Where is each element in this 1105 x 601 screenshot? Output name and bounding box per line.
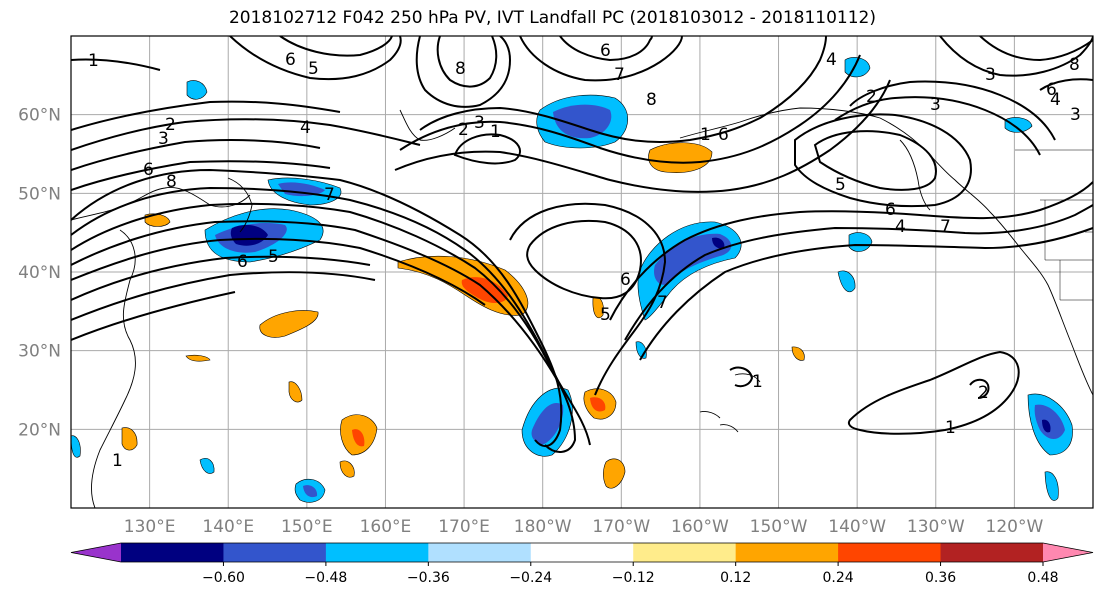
borders xyxy=(1015,149,1093,301)
colorbar-segment xyxy=(428,543,532,562)
colorbar-segment xyxy=(633,543,737,562)
svg-text:2: 2 xyxy=(978,383,989,403)
svg-text:6: 6 xyxy=(285,50,296,70)
svg-text:7: 7 xyxy=(614,65,625,85)
longitude-tick-label: 140°W xyxy=(828,517,886,537)
colorbar: −0.60 −0.48 −0.36 −0.24 −0.12 0.12 0.24 0.36 0.4… xyxy=(70,542,1094,586)
longitude-tick-label: 170°W xyxy=(592,517,650,537)
colorbar-segment xyxy=(735,543,839,562)
svg-text:6: 6 xyxy=(143,160,154,180)
longitude-labels: 130°E 140°E 150°E 160°E 170°E 180°W 170°W 160°W… xyxy=(124,517,1044,537)
svg-text:6: 6 xyxy=(718,125,729,145)
colorbar-tick-label: −0.12 xyxy=(612,570,655,586)
longitude-tick-label: 140°E xyxy=(202,517,254,537)
ivt-shading xyxy=(71,57,1073,503)
latitude-tick-label: 60°N xyxy=(18,106,61,126)
svg-text:4: 4 xyxy=(300,118,311,138)
svg-text:7: 7 xyxy=(940,217,951,237)
colorbar-tick-label: 0.36 xyxy=(925,570,956,586)
longitude-tick-label: 160°E xyxy=(360,517,412,537)
colorbar-tick-label: −0.48 xyxy=(304,570,347,586)
colorbar-segment xyxy=(838,543,942,562)
longitude-tick-label: 160°W xyxy=(671,517,729,537)
svg-text:5: 5 xyxy=(268,247,279,267)
svg-text:6: 6 xyxy=(620,270,631,290)
pv-contours xyxy=(71,36,1093,453)
pv-contour-labels: 1 2 3 6 8 4 7 6 5 6 5 8 2 3 1 6 7 8 1 6 … xyxy=(88,41,1081,471)
latitude-tick-label: 20°N xyxy=(18,420,61,440)
svg-text:2: 2 xyxy=(165,115,176,135)
svg-text:1: 1 xyxy=(112,451,123,471)
svg-text:1: 1 xyxy=(700,125,711,145)
longitude-tick-label: 180°W xyxy=(514,517,572,537)
svg-text:1: 1 xyxy=(490,122,501,142)
longitude-tick-label: 170°E xyxy=(438,517,490,537)
svg-text:3: 3 xyxy=(158,129,169,149)
latitude-labels: 20°N 30°N 40°N 50°N 60°N xyxy=(18,106,61,441)
svg-text:6: 6 xyxy=(885,200,896,220)
svg-text:3: 3 xyxy=(985,65,996,85)
longitude-tick-label: 130°E xyxy=(124,517,176,537)
colorbar-segment xyxy=(940,543,1044,562)
svg-text:4: 4 xyxy=(826,50,837,70)
colorbar-tick-label: −0.60 xyxy=(202,570,245,586)
svg-text:4: 4 xyxy=(895,217,906,237)
svg-text:4: 4 xyxy=(1050,90,1061,110)
colorbar-segment xyxy=(223,543,327,562)
svg-text:5: 5 xyxy=(308,59,319,79)
longitude-tick-label: 120°W xyxy=(986,517,1044,537)
svg-text:8: 8 xyxy=(646,90,657,110)
colorbar-tick-label: 0.48 xyxy=(1027,570,1058,586)
colorbar-tick-label: −0.24 xyxy=(509,570,552,586)
svg-text:6: 6 xyxy=(1046,80,1057,100)
longitude-tick-label: 150°E xyxy=(281,517,333,537)
svg-text:3: 3 xyxy=(1070,105,1081,125)
colorbar-max-extension xyxy=(1043,543,1093,562)
svg-text:8: 8 xyxy=(455,59,466,79)
latitude-tick-label: 40°N xyxy=(18,263,61,283)
svg-text:1: 1 xyxy=(752,372,763,392)
colorbar-segment xyxy=(121,543,224,562)
svg-text:5: 5 xyxy=(600,305,611,325)
svg-text:6: 6 xyxy=(600,41,611,61)
latitude-tick-label: 50°N xyxy=(18,184,61,204)
latitude-tick-label: 30°N xyxy=(18,342,61,362)
colorbar-segment xyxy=(325,543,429,562)
figure-title: 2018102712 F042 250 hPa PV, IVT Landfall… xyxy=(228,8,876,28)
colorbar-tick-label: 0.12 xyxy=(720,570,751,586)
colorbar-tick-label: 0.24 xyxy=(823,570,854,586)
svg-text:2: 2 xyxy=(458,120,469,140)
longitude-tick-label: 130°W xyxy=(907,517,965,537)
colorbar-segment xyxy=(530,543,634,562)
map-content: 1 2 3 6 8 4 7 6 5 6 5 8 2 3 1 6 7 8 1 6 … xyxy=(71,36,1093,508)
svg-text:8: 8 xyxy=(1069,55,1080,75)
svg-text:5: 5 xyxy=(835,175,846,195)
longitude-tick-label: 150°W xyxy=(750,517,808,537)
svg-text:3: 3 xyxy=(930,95,941,115)
svg-text:7: 7 xyxy=(657,293,668,313)
colorbar-tick-label: −0.36 xyxy=(407,570,450,586)
svg-text:7: 7 xyxy=(324,185,335,205)
colorbar-outline xyxy=(70,542,1094,563)
plot-frame xyxy=(70,35,1094,509)
svg-text:6: 6 xyxy=(237,252,248,272)
svg-text:1: 1 xyxy=(945,418,956,438)
svg-text:1: 1 xyxy=(88,51,99,71)
svg-text:3: 3 xyxy=(474,113,485,133)
svg-text:8: 8 xyxy=(166,172,177,192)
svg-text:2: 2 xyxy=(866,87,877,107)
colorbar-min-extension xyxy=(71,543,121,562)
